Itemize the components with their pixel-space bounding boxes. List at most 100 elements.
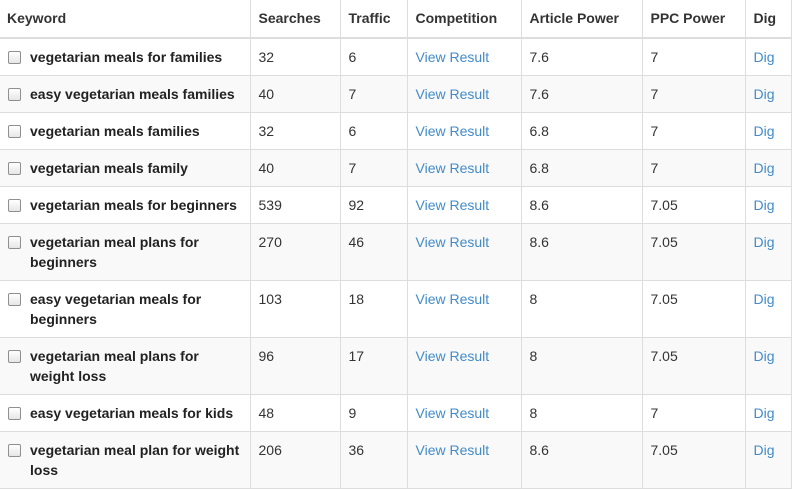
competition-cell: View Result <box>407 38 522 76</box>
row-checkbox[interactable] <box>8 162 21 175</box>
keyword-cell: easy vegetarian meals families <box>0 75 251 113</box>
dig-cell: Dig <box>745 223 792 281</box>
header-article-power[interactable]: Article Power <box>521 0 643 39</box>
view-result-link[interactable]: View Result <box>415 291 490 307</box>
header-competition[interactable]: Competition <box>407 0 522 39</box>
traffic-cell: 92 <box>340 186 408 224</box>
table-row: vegetarian meal plans for weight loss 96… <box>0 337 792 395</box>
header-keyword[interactable]: Keyword <box>0 0 251 39</box>
traffic-cell: 9 <box>340 394 408 432</box>
ppc-power-cell: 7.05 <box>642 337 746 395</box>
dig-link[interactable]: Dig <box>753 234 775 250</box>
competition-cell: View Result <box>407 75 522 113</box>
article-power-cell: 6.8 <box>521 149 643 187</box>
dig-link[interactable]: Dig <box>753 197 775 213</box>
view-result-link[interactable]: View Result <box>415 442 490 458</box>
article-power-cell: 8.6 <box>521 431 643 489</box>
dig-link[interactable]: Dig <box>753 123 775 139</box>
row-checkbox[interactable] <box>8 236 21 249</box>
ppc-power-cell: 7 <box>642 149 746 187</box>
dig-cell: Dig <box>745 431 792 489</box>
keyword-cell: vegetarian meals families <box>0 112 251 150</box>
row-checkbox[interactable] <box>8 199 21 212</box>
ppc-power-cell: 7 <box>642 112 746 150</box>
row-checkbox[interactable] <box>8 293 21 306</box>
dig-link[interactable]: Dig <box>753 291 775 307</box>
article-power-cell: 6.8 <box>521 112 643 150</box>
row-checkbox[interactable] <box>8 350 21 363</box>
searches-cell: 270 <box>250 223 341 281</box>
dig-cell: Dig <box>745 38 792 76</box>
header-searches[interactable]: Searches <box>250 0 341 39</box>
ppc-power-cell: 7 <box>642 38 746 76</box>
keyword-cell: vegetarian meals for beginners <box>0 186 251 224</box>
dig-link[interactable]: Dig <box>753 348 775 364</box>
table-row: vegetarian meals for beginners 539 92 Vi… <box>0 186 792 224</box>
row-checkbox[interactable] <box>8 88 21 101</box>
dig-cell: Dig <box>745 75 792 113</box>
table-header: Keyword Searches Traffic Competition Art… <box>0 0 792 39</box>
dig-link[interactable]: Dig <box>753 49 775 65</box>
row-checkbox[interactable] <box>8 51 21 64</box>
keyword-cell: vegetarian meals family <box>0 149 251 187</box>
searches-cell: 96 <box>250 337 341 395</box>
keyword-text: vegetarian meal plans for weight loss <box>30 348 199 384</box>
dig-cell: Dig <box>745 394 792 432</box>
keyword-cell: vegetarian meal plans for beginners <box>0 223 251 281</box>
keyword-cell: easy vegetarian meals for kids <box>0 394 251 432</box>
table-row: vegetarian meals for families 32 6 View … <box>0 38 792 76</box>
dig-cell: Dig <box>745 337 792 395</box>
view-result-link[interactable]: View Result <box>415 49 490 65</box>
view-result-link[interactable]: View Result <box>415 405 490 421</box>
header-dig[interactable]: Dig <box>745 0 792 39</box>
view-result-link[interactable]: View Result <box>415 123 490 139</box>
table-body: vegetarian meals for families 32 6 View … <box>0 38 792 489</box>
article-power-cell: 8 <box>521 394 643 432</box>
header-traffic[interactable]: Traffic <box>340 0 408 39</box>
article-power-cell: 7.6 <box>521 75 643 113</box>
view-result-link[interactable]: View Result <box>415 160 490 176</box>
header-ppc-power[interactable]: PPC Power <box>642 0 746 39</box>
view-result-link[interactable]: View Result <box>415 348 490 364</box>
competition-cell: View Result <box>407 431 522 489</box>
row-checkbox[interactable] <box>8 407 21 420</box>
ppc-power-cell: 7.05 <box>642 223 746 281</box>
row-checkbox[interactable] <box>8 444 21 457</box>
table-row: easy vegetarian meals for beginners 103 … <box>0 280 792 338</box>
traffic-cell: 7 <box>340 149 408 187</box>
dig-link[interactable]: Dig <box>753 86 775 102</box>
keyword-text: easy vegetarian meals for kids <box>30 405 234 421</box>
searches-cell: 40 <box>250 75 341 113</box>
table-row: vegetarian meal plans for beginners 270 … <box>0 223 792 281</box>
view-result-link[interactable]: View Result <box>415 86 490 102</box>
searches-cell: 40 <box>250 149 341 187</box>
table-row: easy vegetarian meals families 40 7 View… <box>0 75 792 113</box>
ppc-power-cell: 7 <box>642 394 746 432</box>
row-checkbox[interactable] <box>8 125 21 138</box>
keyword-cell: easy vegetarian meals for beginners <box>0 280 251 338</box>
dig-link[interactable]: Dig <box>753 160 775 176</box>
keyword-cell: vegetarian meal plans for weight loss <box>0 337 251 395</box>
keyword-cell: vegetarian meals for families <box>0 38 251 76</box>
searches-cell: 48 <box>250 394 341 432</box>
competition-cell: View Result <box>407 337 522 395</box>
keyword-text: vegetarian meal plans for beginners <box>30 234 199 270</box>
view-result-link[interactable]: View Result <box>415 234 490 250</box>
traffic-cell: 6 <box>340 38 408 76</box>
dig-cell: Dig <box>745 280 792 338</box>
article-power-cell: 8 <box>521 337 643 395</box>
dig-link[interactable]: Dig <box>753 405 775 421</box>
table-row: vegetarian meals families 32 6 View Resu… <box>0 112 792 150</box>
keyword-cell: vegetarian meal plan for weight loss <box>0 431 251 489</box>
keyword-text: easy vegetarian meals families <box>30 86 235 102</box>
searches-cell: 206 <box>250 431 341 489</box>
ppc-power-cell: 7.05 <box>642 431 746 489</box>
competition-cell: View Result <box>407 394 522 432</box>
dig-cell: Dig <box>745 112 792 150</box>
view-result-link[interactable]: View Result <box>415 197 490 213</box>
dig-cell: Dig <box>745 149 792 187</box>
keyword-text: vegetarian meals families <box>30 123 200 139</box>
dig-link[interactable]: Dig <box>753 442 775 458</box>
article-power-cell: 7.6 <box>521 38 643 76</box>
